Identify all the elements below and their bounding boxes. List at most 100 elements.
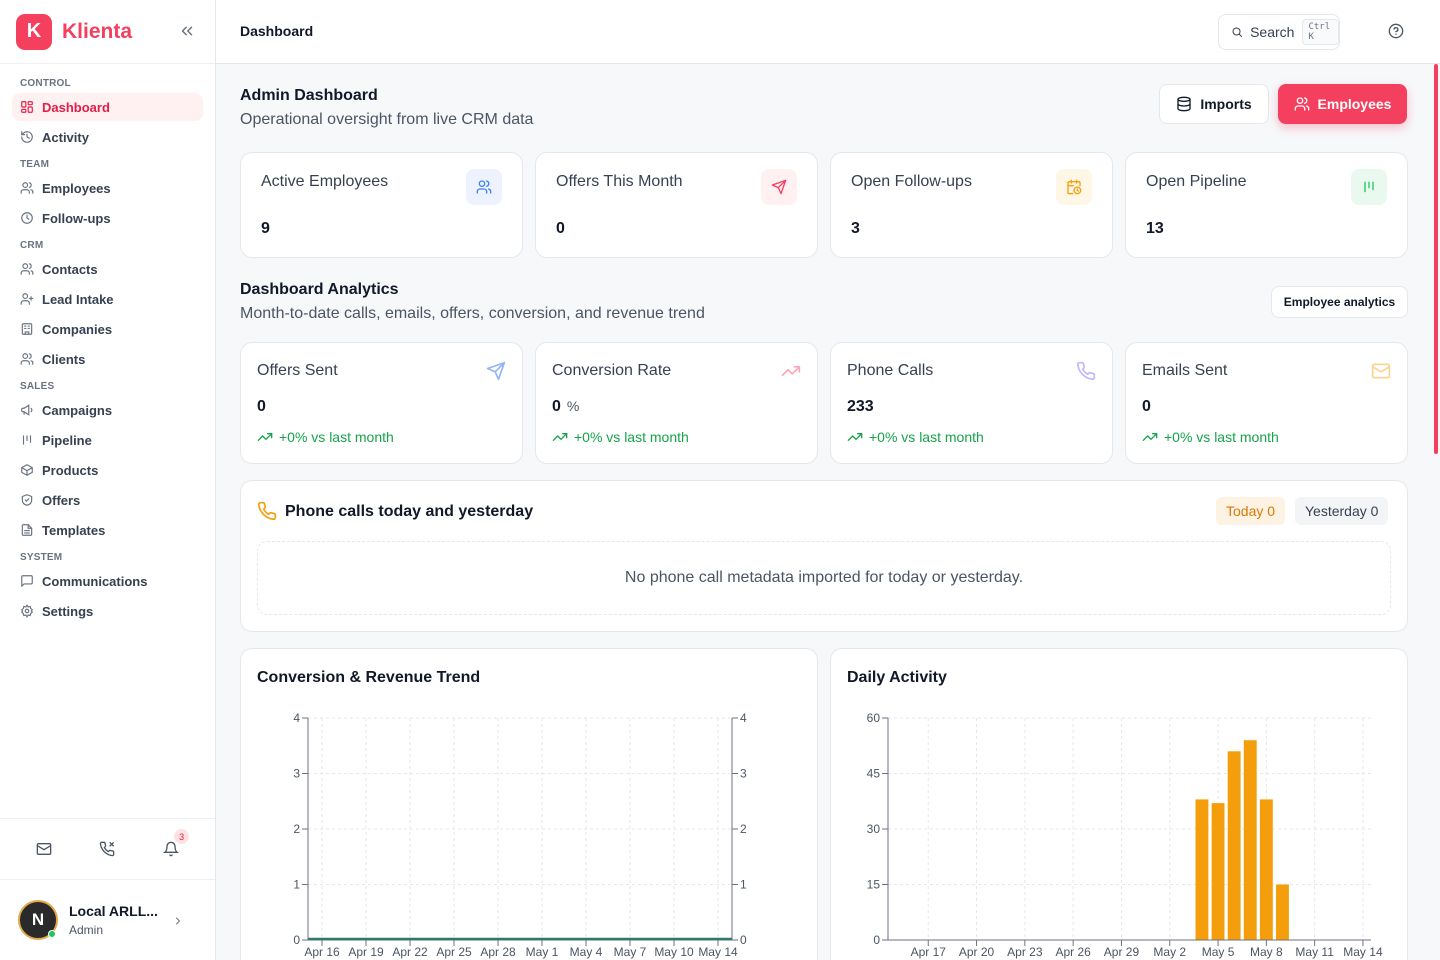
search-button[interactable]: Search Ctrl K	[1218, 14, 1340, 50]
x-tick-label: May 14	[1343, 945, 1383, 959]
kpi-trend-text: +0% vs last month	[574, 429, 689, 445]
stat-card-open-follow-ups[interactable]: Open Follow-ups 3	[830, 152, 1113, 258]
imports-label: Imports	[1200, 96, 1252, 112]
y-tick-label: 60	[867, 711, 881, 725]
stat-value: 9	[261, 220, 270, 237]
sidebar-item-lead-intake[interactable]: Lead Intake	[12, 285, 203, 313]
online-status-dot	[48, 930, 56, 938]
sidebar-item-companies[interactable]: Companies	[12, 315, 203, 343]
sidebar-item-label: Employees	[42, 180, 111, 196]
sidebar-item-activity[interactable]: Activity	[12, 123, 203, 151]
calendar-clock-icon	[1066, 179, 1082, 195]
x-tick-label: May 4	[570, 945, 603, 959]
sidebar-item-label: Lead Intake	[42, 291, 114, 307]
stat-icon-box	[466, 169, 502, 205]
kpi-trend: +0% vs last month	[1142, 429, 1279, 445]
missed-calls-button[interactable]	[93, 835, 121, 863]
x-tick-label: Apr 26	[1055, 945, 1091, 959]
sidebar-item-offers[interactable]: Offers	[12, 486, 203, 514]
search-label: Search	[1250, 24, 1295, 40]
brand: K Klienta	[0, 0, 215, 64]
kpi-value-row: 0	[257, 398, 266, 416]
sidebar-item-employees[interactable]: Employees	[12, 174, 203, 202]
y-tick-label: 1	[293, 878, 300, 892]
bar[interactable]	[1195, 799, 1209, 940]
megaphone-icon	[20, 403, 34, 417]
stat-card-offers-this-month[interactable]: Offers This Month 0	[535, 152, 818, 258]
y-tick-label: 45	[867, 767, 881, 781]
x-tick-label: Apr 20	[959, 945, 995, 959]
sidebar-item-label: Companies	[42, 321, 113, 337]
y-tick-label: 30	[867, 822, 881, 836]
nav-section-title: SYSTEM	[20, 552, 63, 563]
sidebar-item-label: Activity	[42, 129, 89, 145]
sidebar-item-products[interactable]: Products	[12, 456, 203, 484]
kpi-label: Emails Sent	[1142, 362, 1228, 379]
employee-analytics-button[interactable]: Employee analytics	[1271, 286, 1408, 318]
bar[interactable]	[1276, 884, 1289, 941]
users-icon	[20, 262, 34, 276]
kpi-label: Offers Sent	[257, 362, 338, 379]
history-icon	[20, 130, 34, 144]
sidebar-item-clients[interactable]: Clients	[12, 345, 203, 373]
user-plus-icon	[20, 292, 34, 306]
sidebar-item-label: Contacts	[42, 261, 98, 277]
mail-button[interactable]	[30, 835, 58, 863]
x-tick-label: May 14	[698, 945, 738, 959]
sidebar-item-templates[interactable]: Templates	[12, 516, 203, 544]
search-icon	[1231, 24, 1243, 40]
kpi-card-phone-calls: Phone Calls 233 +0% vs last month	[830, 342, 1113, 464]
bell-icon	[163, 841, 179, 857]
sidebar-item-communications[interactable]: Communications	[12, 567, 203, 595]
sidebar-item-settings[interactable]: Settings	[12, 597, 203, 625]
sidebar-item-dashboard[interactable]: Dashboard	[12, 93, 203, 121]
collapse-sidebar-icon[interactable]	[178, 22, 196, 40]
stat-card-open-pipeline[interactable]: Open Pipeline 13	[1125, 152, 1408, 258]
x-tick-label: May 10	[654, 945, 694, 959]
bar[interactable]	[1227, 751, 1241, 940]
employees-button[interactable]: Employees	[1278, 84, 1407, 124]
sidebar-item-follow-ups[interactable]: Follow-ups	[12, 204, 203, 232]
scrollbar[interactable]	[1434, 64, 1438, 454]
x-tick-label: May 8	[1250, 945, 1283, 959]
sidebar-item-pipeline[interactable]: Pipeline	[12, 426, 203, 454]
bar[interactable]	[1211, 803, 1225, 940]
employees-label: Employees	[1317, 96, 1392, 112]
help-icon[interactable]	[1388, 23, 1404, 39]
x-tick-label: Apr 17	[911, 945, 947, 959]
send-icon	[486, 361, 506, 381]
stat-card-active-employees[interactable]: Active Employees 9	[240, 152, 523, 258]
kpi-trend: +0% vs last month	[847, 429, 984, 445]
trending-up-icon	[781, 361, 801, 381]
user-menu[interactable]: N Local ARLL... Admin	[0, 880, 215, 960]
imports-button[interactable]: Imports	[1159, 84, 1269, 124]
sidebar-item-contacts[interactable]: Contacts	[12, 255, 203, 283]
brand-name[interactable]: Klienta	[62, 19, 133, 43]
kpi-value: 0	[1142, 398, 1151, 415]
stat-value: 3	[851, 220, 860, 237]
bar[interactable]	[1243, 740, 1257, 940]
sidebar-item-campaigns[interactable]: Campaigns	[12, 396, 203, 424]
y-right-tick-label: 0	[740, 933, 747, 947]
x-tick-label: Apr 29	[1104, 945, 1140, 959]
trending-up-icon	[847, 429, 863, 445]
kpi-card-emails-sent: Emails Sent 0 +0% vs last month	[1125, 342, 1408, 464]
breadcrumb: Dashboard	[240, 23, 314, 39]
page-subtitle: Operational oversight from live CRM data	[240, 111, 534, 128]
file-text-icon	[20, 523, 34, 537]
sidebar: K Klienta CONTROL Dashboard Activity TEAM Em…	[0, 0, 216, 960]
y-tick-label: 0	[873, 933, 880, 947]
phone-calls-panel: Phone calls today and yesterday Today 0 …	[240, 480, 1408, 632]
kpi-value: 0	[552, 398, 561, 415]
users-icon	[20, 181, 34, 195]
x-tick-label: Apr 25	[436, 945, 472, 959]
brand-logo[interactable]: K	[16, 13, 52, 50]
notifications-button[interactable]: 3	[157, 829, 190, 863]
mail-icon	[1371, 361, 1391, 381]
bar[interactable]	[1259, 799, 1273, 940]
kpi-trend: +0% vs last month	[552, 429, 689, 445]
kpi-value-row: 233	[847, 398, 874, 416]
stat-value: 0	[556, 220, 565, 237]
stat-icon-box	[1056, 169, 1092, 205]
y-right-tick-label: 2	[740, 822, 747, 836]
